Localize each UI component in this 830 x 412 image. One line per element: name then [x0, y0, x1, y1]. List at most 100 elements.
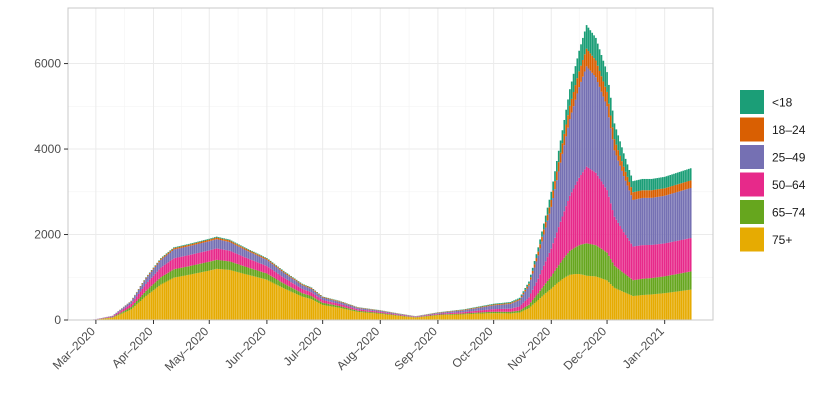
bar-segment — [671, 241, 673, 275]
bar-segment — [381, 311, 383, 313]
bar-segment — [630, 278, 633, 296]
bar-segment — [279, 269, 281, 276]
bar-segment — [479, 313, 482, 320]
bar-segment — [572, 106, 575, 189]
bar-segment — [351, 306, 354, 308]
bar-segment — [608, 255, 610, 283]
x-tick-label: Jun–2020 — [222, 324, 269, 371]
bar-segment — [543, 265, 545, 286]
bar-segment — [293, 289, 296, 294]
bar-segment — [282, 283, 285, 289]
bar-segment — [292, 278, 294, 284]
bar-segment — [122, 311, 125, 313]
bar-segment — [230, 242, 233, 252]
bar-segment — [414, 317, 417, 320]
bar-segment — [286, 275, 289, 280]
bar-segment — [502, 311, 504, 314]
bar-segment — [301, 283, 304, 285]
bar-segment — [647, 244, 649, 279]
bar-segment — [152, 267, 155, 269]
bar-segment — [260, 271, 263, 279]
bar-segment — [609, 284, 612, 320]
bar-segment — [292, 277, 294, 279]
bar-segment — [509, 311, 512, 314]
bar-segment — [503, 311, 506, 314]
bar-segment — [109, 316, 112, 317]
bar-segment — [249, 250, 251, 251]
bar-segment — [167, 262, 170, 273]
bar-segment — [372, 309, 374, 312]
bar-segment — [461, 309, 463, 311]
bar-segment — [236, 243, 238, 245]
bar-segment — [660, 243, 662, 277]
bar-segment — [232, 270, 235, 320]
bar-segment — [249, 252, 251, 260]
bar-segment — [567, 115, 569, 128]
bar-segment — [535, 295, 538, 302]
bar-segment — [319, 303, 322, 320]
bar-segment — [626, 275, 629, 294]
bar-segment — [122, 312, 125, 320]
bar-segment — [214, 269, 216, 320]
bar-segment — [312, 297, 315, 301]
bar-segment — [459, 310, 462, 311]
bar-segment — [306, 285, 309, 287]
bar-segment — [386, 313, 389, 314]
bar-segment — [556, 267, 558, 284]
bar-segment — [541, 296, 543, 320]
bar-segment — [148, 272, 151, 274]
bar-segment — [135, 300, 138, 305]
bar-segment — [637, 279, 640, 296]
bar-segment — [526, 309, 528, 320]
bar-segment — [358, 309, 361, 311]
bar-segment — [648, 178, 651, 191]
bar-segment — [269, 260, 272, 262]
bar-segment — [544, 222, 547, 228]
bar-segment — [561, 260, 564, 280]
bar-segment — [494, 304, 497, 306]
bar-segment — [658, 244, 660, 278]
bar-segment — [634, 295, 636, 320]
bar-segment — [290, 275, 292, 277]
bar-segment — [593, 276, 595, 320]
bar-segment — [215, 239, 218, 249]
bar-segment — [227, 241, 229, 251]
bar-segment — [518, 306, 521, 311]
bar-segment — [474, 313, 476, 320]
bar-segment — [375, 311, 378, 313]
bar-segment — [241, 246, 244, 248]
bar-segment — [596, 43, 599, 66]
bar-segment — [674, 192, 677, 242]
bar-segment — [225, 260, 227, 270]
bar-segment — [472, 313, 475, 320]
bar-segment — [483, 306, 486, 311]
bar-segment — [345, 304, 348, 307]
bar-segment — [214, 237, 216, 239]
bar-segment — [583, 31, 586, 55]
bar-segment — [548, 199, 551, 208]
bar-segment — [141, 283, 144, 285]
bar-segment — [661, 177, 664, 189]
bar-segment — [141, 299, 144, 320]
bar-segment — [297, 282, 300, 287]
bar-segment — [548, 213, 551, 253]
bar-segment — [373, 311, 376, 313]
bar-segment — [671, 292, 673, 320]
bar-segment — [238, 245, 240, 247]
bar-segment — [656, 293, 659, 320]
bar-segment — [191, 274, 194, 320]
bar-segment — [470, 309, 473, 312]
bar-segment — [197, 252, 199, 265]
bar-segment — [528, 283, 530, 286]
bar-segment — [585, 243, 588, 276]
bar-segment — [332, 304, 335, 307]
bar-segment — [171, 249, 173, 252]
bar-segment — [124, 311, 127, 320]
bar-segment — [489, 309, 491, 312]
bar-segment — [674, 173, 677, 185]
bar-segment — [438, 312, 441, 314]
bar-segment — [253, 269, 255, 277]
bar-segment — [293, 293, 296, 320]
x-tick-label: Jan–2021 — [620, 324, 667, 371]
bar-segment — [254, 261, 257, 270]
